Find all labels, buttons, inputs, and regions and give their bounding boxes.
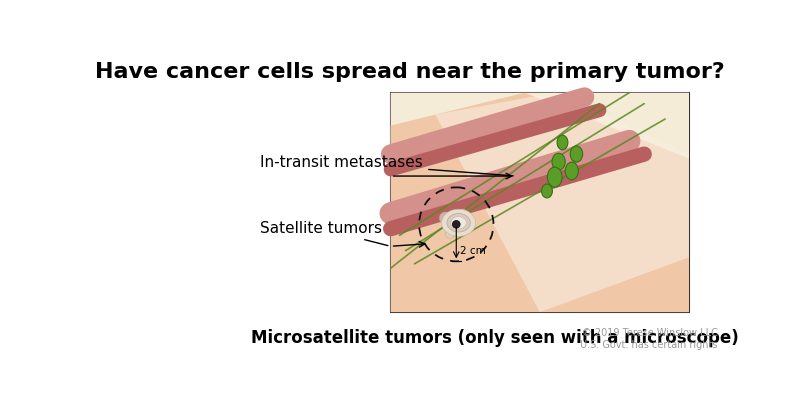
Ellipse shape <box>565 162 578 180</box>
Bar <box>390 93 689 312</box>
Ellipse shape <box>542 184 553 198</box>
Circle shape <box>465 224 473 231</box>
Ellipse shape <box>552 153 565 170</box>
Polygon shape <box>435 93 689 312</box>
Ellipse shape <box>557 135 568 150</box>
Circle shape <box>439 212 452 224</box>
Ellipse shape <box>451 217 466 229</box>
Circle shape <box>458 209 467 218</box>
Text: Satellite tumors: Satellite tumors <box>261 221 388 246</box>
Text: In-transit metastases: In-transit metastases <box>261 155 513 176</box>
Circle shape <box>452 220 460 228</box>
Text: Have cancer cells spread near the primary tumor?: Have cancer cells spread near the primar… <box>95 62 725 82</box>
Ellipse shape <box>570 146 582 162</box>
Text: Microsatellite tumors (only seen with a microscope): Microsatellite tumors (only seen with a … <box>251 329 739 347</box>
Circle shape <box>446 229 454 238</box>
Text: 2 cm: 2 cm <box>460 246 486 256</box>
Polygon shape <box>390 93 689 213</box>
Ellipse shape <box>547 167 562 187</box>
Ellipse shape <box>447 214 470 232</box>
Polygon shape <box>390 93 689 312</box>
Ellipse shape <box>442 209 476 236</box>
Text: © 2019 Terese Winslow LLC
U.S. Govt. has certain rights: © 2019 Terese Winslow LLC U.S. Govt. has… <box>580 328 718 350</box>
